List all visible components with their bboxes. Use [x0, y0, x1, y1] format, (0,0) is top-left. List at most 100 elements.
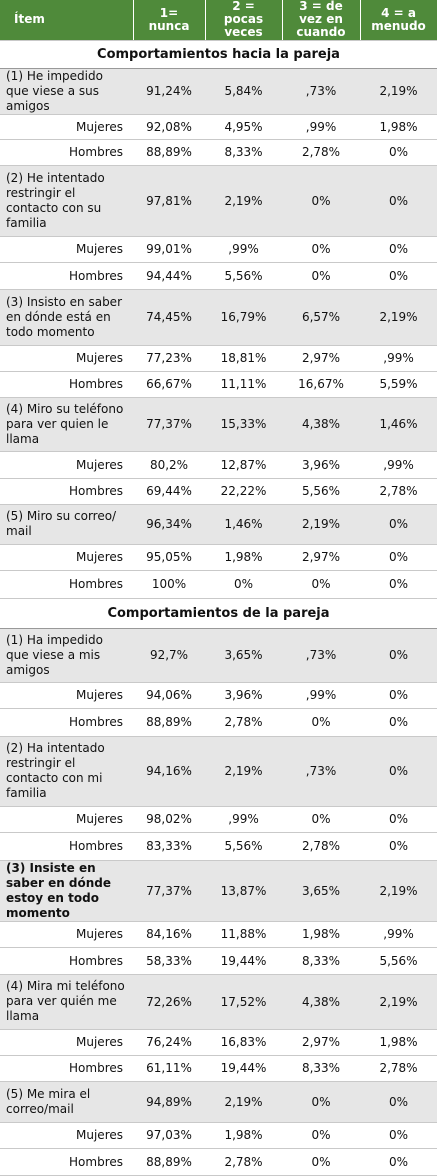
subgroup-value: 5,59%: [360, 371, 437, 398]
subgroup-value: 1,98%: [360, 114, 437, 140]
subgroup-value: 16,83%: [205, 1029, 282, 1056]
subgroup-value: 3,96%: [282, 451, 360, 479]
item-value: 13,87%: [205, 860, 282, 922]
item-value: 0%: [282, 165, 360, 237]
subgroup-value: 5,56%: [205, 832, 282, 861]
subgroup-row: Mujeres 77,23% 18,81% 2,97% ,99%: [0, 345, 437, 372]
subgroup-row: Mujeres 84,16% 11,88% 1,98% ,99%: [0, 921, 437, 948]
subgroup-label: Mujeres: [0, 451, 133, 479]
item-label: (2) Ha intentado restringir el contacto …: [0, 736, 133, 807]
subgroup-value: 0%: [360, 806, 437, 833]
subgroup-row: Hombres 83,33% 5,56% 2,78% 0%: [0, 832, 437, 861]
subgroup-value: 97,03%: [133, 1122, 205, 1149]
subgroup-value: 8,33%: [205, 139, 282, 166]
header-cell: Ítem: [0, 0, 134, 41]
item-row: (4) Mira mi teléfono para ver quién me l…: [0, 974, 437, 1030]
subgroup-value: 0%: [282, 708, 360, 737]
item-label: (1) He impedido que viese a sus amigos: [0, 68, 133, 115]
subgroup-value: 2,78%: [205, 1148, 282, 1176]
subgroup-value: 2,78%: [282, 832, 360, 861]
item-row: (1) He impedido que viese a sus amigos 91…: [0, 68, 437, 115]
subgroup-value: 0%: [205, 570, 282, 599]
item-value: 0%: [360, 504, 437, 545]
header-cell: 3 = de vez en cuando: [282, 0, 361, 41]
subgroup-value: ,99%: [282, 682, 360, 709]
item-value: 2,19%: [360, 289, 437, 346]
subgroup-value: 100%: [133, 570, 205, 599]
item-label: (1) Ha impedido que viese a mis amigos: [0, 628, 133, 683]
subgroup-row: Hombres 100% 0% 0% 0%: [0, 570, 437, 599]
subgroup-label: Hombres: [0, 262, 133, 290]
subgroup-row: Mujeres 92,08% 4,95% ,99% 1,98%: [0, 114, 437, 140]
item-value: 0%: [282, 1081, 360, 1123]
item-value: 72,26%: [133, 974, 205, 1030]
item-value: 74,45%: [133, 289, 205, 346]
item-row: (3) Insisto en saber en dónde está en to…: [0, 289, 437, 346]
subgroup-value: 69,44%: [133, 478, 205, 505]
header-cell: 1= nunca: [133, 0, 206, 41]
subgroup-value: 0%: [360, 570, 437, 599]
subgroup-row: Mujeres 99,01% ,99% 0% 0%: [0, 236, 437, 263]
subgroup-value: 0%: [282, 1122, 360, 1149]
subgroup-value: 2,97%: [282, 1029, 360, 1056]
subgroup-value: 0%: [282, 806, 360, 833]
subgroup-value: 5,56%: [360, 947, 437, 975]
item-value: 2,19%: [360, 860, 437, 922]
subgroup-value: 98,02%: [133, 806, 205, 833]
subgroup-value: 66,67%: [133, 371, 205, 398]
item-value: 2,19%: [205, 1081, 282, 1123]
subgroup-row: Mujeres 98,02% ,99% 0% 0%: [0, 806, 437, 833]
subgroup-label: Mujeres: [0, 1122, 133, 1149]
subgroup-row: Mujeres 94,06% 3,96% ,99% 0%: [0, 682, 437, 709]
subgroup-value: 1,98%: [282, 921, 360, 948]
subgroup-value: 84,16%: [133, 921, 205, 948]
subgroup-value: 8,33%: [282, 1055, 360, 1082]
subgroup-value: 16,67%: [282, 371, 360, 398]
subgroup-value: 92,08%: [133, 114, 205, 140]
subgroup-value: 58,33%: [133, 947, 205, 975]
item-value: 77,37%: [133, 860, 205, 922]
subgroup-value: 0%: [282, 236, 360, 263]
item-value: 96,34%: [133, 504, 205, 545]
subgroup-value: 88,89%: [133, 1148, 205, 1176]
subgroup-value: 0%: [282, 262, 360, 290]
subgroup-value: 2,97%: [282, 544, 360, 571]
item-label: (5) Me mira el correo/mail: [0, 1081, 133, 1123]
subgroup-value: 1,98%: [205, 1122, 282, 1149]
subgroup-label: Mujeres: [0, 1029, 133, 1056]
subgroup-value: 61,11%: [133, 1055, 205, 1082]
subgroup-value: 22,22%: [205, 478, 282, 505]
subgroup-label: Mujeres: [0, 114, 133, 140]
item-label: (2) He intentado restringir el contacto …: [0, 165, 133, 237]
subgroup-value: 77,23%: [133, 345, 205, 372]
subgroup-row: Mujeres 95,05% 1,98% 2,97% 0%: [0, 544, 437, 571]
item-value: 3,65%: [205, 628, 282, 683]
item-value: 5,84%: [205, 68, 282, 115]
subgroup-label: Hombres: [0, 708, 133, 737]
item-value: 94,89%: [133, 1081, 205, 1123]
subgroup-value: 0%: [360, 708, 437, 737]
item-value: 2,19%: [360, 68, 437, 115]
subgroup-label: Mujeres: [0, 682, 133, 709]
subgroup-value: ,99%: [360, 921, 437, 948]
subgroup-value: 2,78%: [205, 708, 282, 737]
item-value: 1,46%: [205, 504, 282, 545]
item-value: 15,33%: [205, 397, 282, 452]
subgroup-row: Hombres 88,89% 2,78% 0% 0%: [0, 1148, 437, 1176]
subgroup-label: Mujeres: [0, 806, 133, 833]
subgroup-value: 88,89%: [133, 139, 205, 166]
item-label: (5) Miro su correo/ mail: [0, 504, 133, 545]
item-value: 4,38%: [282, 974, 360, 1030]
item-label: (3) Insiste en saber en dónde estoy en t…: [0, 860, 133, 922]
item-row: (3) Insiste en saber en dónde estoy en t…: [0, 860, 437, 922]
subgroup-value: 0%: [360, 682, 437, 709]
section-title: Comportamientos hacia la pareja: [0, 40, 437, 69]
subgroup-value: 0%: [282, 1148, 360, 1176]
section-row: Comportamientos de la pareja: [0, 597, 437, 629]
subgroup-label: Hombres: [0, 139, 133, 166]
item-value: ,73%: [282, 628, 360, 683]
subgroup-value: 18,81%: [205, 345, 282, 372]
item-value: 4,38%: [282, 397, 360, 452]
subgroup-value: 0%: [360, 1148, 437, 1176]
subgroup-value: 2,78%: [282, 139, 360, 166]
